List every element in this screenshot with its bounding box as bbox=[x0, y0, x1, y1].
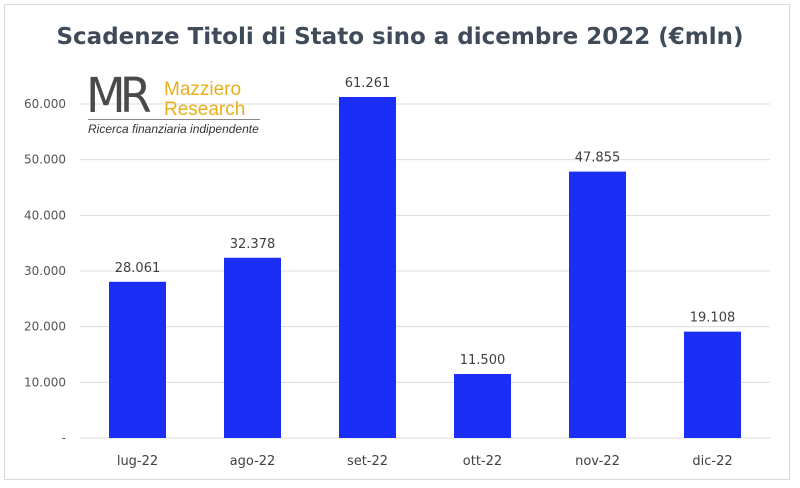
logo-name-line2: Research bbox=[164, 99, 246, 120]
logo-divider bbox=[88, 119, 260, 120]
data-label: 11.500 bbox=[460, 353, 506, 368]
x-tick-label: nov-22 bbox=[575, 454, 620, 469]
y-tick-label: 30.000 bbox=[24, 264, 66, 278]
data-label: 32.378 bbox=[230, 237, 276, 252]
x-tick-label: ott-22 bbox=[463, 454, 502, 469]
y-tick-label: 40.000 bbox=[24, 208, 66, 222]
x-tick-label: ago-22 bbox=[230, 454, 276, 469]
bar bbox=[454, 373, 511, 438]
bar bbox=[224, 257, 281, 438]
data-label: 19.108 bbox=[690, 311, 736, 326]
y-tick-label: 60.000 bbox=[24, 97, 66, 111]
mazziero-research-logo: MR Mazziero Research Ricerca finanziaria… bbox=[86, 67, 276, 138]
x-tick-label: dic-22 bbox=[692, 454, 732, 469]
logo-name: Mazziero Research bbox=[164, 80, 245, 120]
bar bbox=[684, 331, 741, 438]
y-tick-label: 20.000 bbox=[24, 320, 66, 334]
x-tick-label: set-22 bbox=[347, 454, 388, 469]
x-tick-label: lug-22 bbox=[117, 454, 158, 469]
y-tick-label: - bbox=[62, 431, 66, 445]
data-label: 47.855 bbox=[575, 151, 621, 166]
logo-tagline: Ricerca finanziaria indipendente bbox=[88, 122, 259, 136]
data-label: 61.261 bbox=[345, 76, 391, 91]
data-label: 28.061 bbox=[115, 261, 161, 276]
logo-name-line1: Mazziero bbox=[164, 79, 242, 100]
y-tick-label: 10.000 bbox=[24, 375, 66, 389]
chart-title: Scadenze Titoli di Stato sino a dicembre… bbox=[56, 24, 744, 50]
bar bbox=[569, 171, 626, 438]
logo-mark: MR bbox=[86, 66, 152, 124]
bar bbox=[339, 96, 396, 438]
y-tick-label: 50.000 bbox=[24, 153, 66, 167]
bar bbox=[109, 281, 166, 438]
